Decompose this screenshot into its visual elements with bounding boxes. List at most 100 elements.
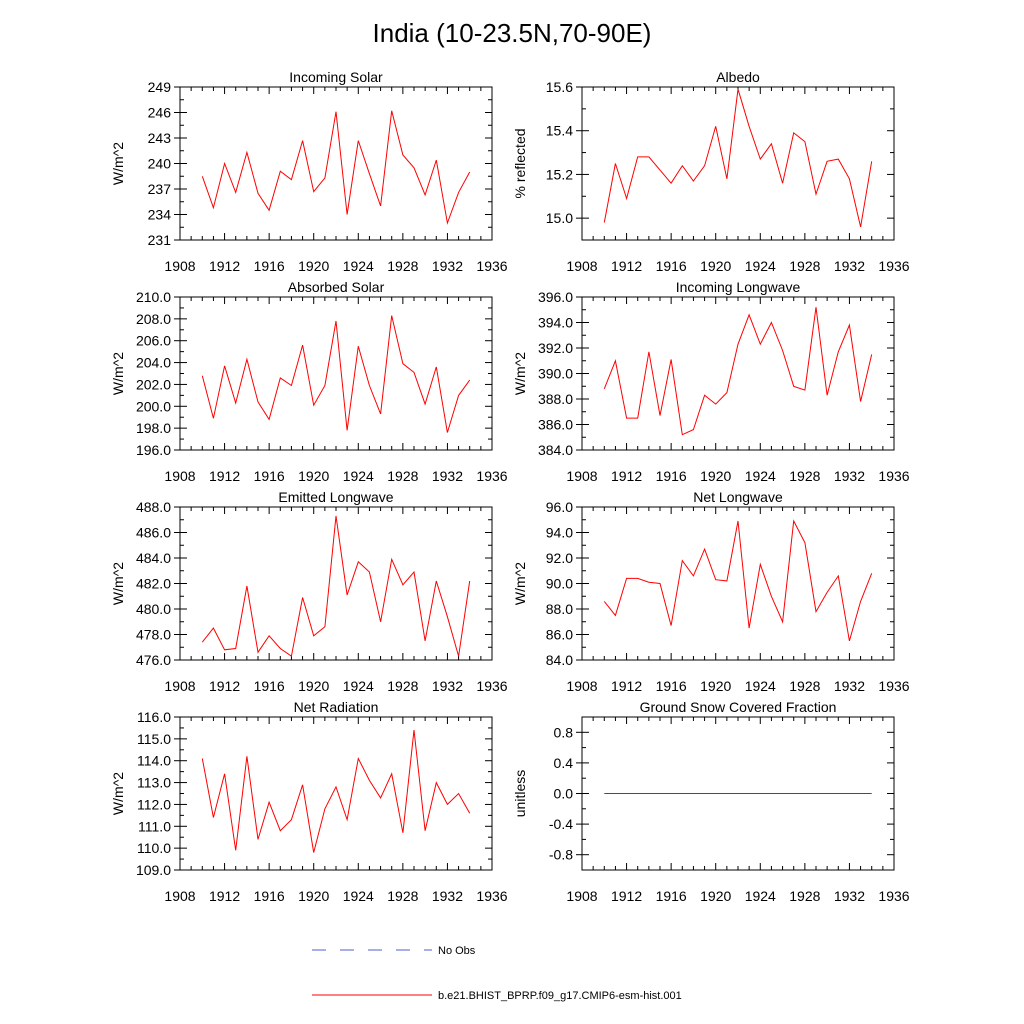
x-tick-label: 1920 [700,258,731,274]
x-tick-label: 1936 [476,468,507,484]
y-tick-label: 15.6 [546,79,573,95]
y-tick-label: 0.8 [554,724,574,740]
x-tick-label: 1920 [298,888,329,904]
chart-panel: Net Longwave 1908 1912 1916 1920 1924 1928 1932… [512,489,910,694]
y-axis-label: unitless [512,770,528,817]
x-tick-label: 1916 [656,468,687,484]
x-tick-label: 1920 [700,678,731,694]
panel-title: Ground Snow Covered Fraction [640,699,837,715]
x-tick-label: 1908 [164,678,195,694]
x-tick-label: 1924 [745,468,776,484]
x-tick-label: 1912 [611,888,642,904]
x-tick-label: 1920 [298,678,329,694]
panel-title: Incoming Longwave [676,279,801,295]
y-tick-label: 15.2 [546,166,573,182]
y-tick-label: 394.0 [538,315,573,331]
y-tick-label: 392.0 [538,340,573,356]
x-tick-label: 1924 [343,888,374,904]
y-tick-label: 92.0 [546,550,573,566]
series-line [603,307,873,436]
panels: Incoming Solar 1908 1912 1916 1920 1924 1928 19… [110,69,910,904]
x-tick-label: 1908 [566,468,597,484]
x-tick-label: 1912 [611,468,642,484]
chart-panel: Albedo 1908 1912 1916 1920 1924 1928 1932 1936 15… [512,69,910,274]
y-tick-label: 84.0 [546,652,573,668]
y-tick-label: 231 [148,232,172,248]
legend-obs-label: No Obs [438,945,476,957]
x-tick-label: 1928 [387,468,418,484]
series-line [201,515,471,658]
x-tick-label: 1912 [611,258,642,274]
y-tick-label: 237 [148,181,172,197]
y-tick-label: 388.0 [538,391,573,407]
y-tick-label: 386.0 [538,417,573,433]
y-tick-label: 112.0 [137,796,171,812]
x-tick-label: 1908 [566,258,597,274]
x-tick-label: 1916 [656,258,687,274]
y-tick-label: 90.0 [546,576,573,592]
panel-title: Emitted Longwave [278,489,393,505]
x-tick-label: 1908 [566,678,597,694]
y-tick-label: 204.0 [136,355,171,371]
x-tick-label: 1928 [789,888,820,904]
x-tick-label: 1928 [387,678,418,694]
x-tick-label: 1936 [878,678,909,694]
chart-panel: Incoming Longwave 1908 1912 1916 1920 1924 192… [512,279,910,484]
x-tick-label: 1936 [476,678,507,694]
chart-panel: Emitted Longwave 1908 1912 1916 1920 1924 1928… [110,489,508,694]
x-tick-label: 1932 [432,468,463,484]
x-tick-label: 1932 [834,888,865,904]
y-tick-label: 240 [148,156,172,172]
x-tick-label: 1928 [387,258,418,274]
panel-title: Incoming Solar [289,69,383,85]
y-tick-label: 94.0 [546,525,573,541]
y-tick-label: 234 [148,207,172,223]
y-tick-label: 480.0 [136,601,171,617]
y-tick-label: 198.0 [136,420,171,436]
series-line [603,519,873,642]
figure-title: India (10-23.5N,70-90E) [373,18,652,48]
x-tick-label: 1932 [834,678,865,694]
y-tick-label: 96.0 [546,499,573,515]
y-tick-label: 86.0 [546,627,573,643]
chart-panel: Net Radiation 1908 1912 1916 1920 1924 1928 193… [110,699,508,904]
x-tick-label: 1908 [164,258,195,274]
x-tick-label: 1936 [476,888,507,904]
x-tick-label: 1912 [209,888,240,904]
y-tick-label: 488.0 [136,499,171,515]
x-tick-label: 1936 [878,888,909,904]
chart-panel: Ground Snow Covered Fraction 1908 1912 1916… [512,699,910,904]
y-tick-label: 200.0 [136,398,171,414]
y-tick-label: 202.0 [136,376,171,392]
y-tick-label: 88.0 [546,601,573,617]
y-axis-label: W/m^2 [110,142,126,185]
plot-frame [179,506,493,661]
y-tick-label: 15.4 [546,123,573,139]
plot-frame [581,296,895,451]
x-tick-label: 1928 [789,678,820,694]
y-tick-label: 15.0 [546,210,573,226]
y-tick-label: 476.0 [136,652,171,668]
y-axis-label: W/m^2 [110,772,126,815]
chart-panel: Absorbed Solar 1908 1912 1916 1920 1924 1928 19… [110,279,508,484]
x-tick-label: 1916 [254,468,285,484]
y-tick-label: 196.0 [136,442,171,458]
y-tick-label: 116.0 [137,709,171,725]
x-tick-label: 1936 [878,258,909,274]
y-tick-label: -0.4 [549,816,573,832]
x-tick-label: 1916 [656,678,687,694]
x-tick-label: 1932 [432,888,463,904]
y-axis-label: W/m^2 [110,562,126,605]
panel-title: Net Longwave [693,489,783,505]
x-tick-label: 1936 [476,258,507,274]
y-tick-label: 208.0 [136,311,171,327]
y-tick-label: 210.0 [136,289,171,305]
y-tick-label: 246 [148,105,172,121]
panel-title: Albedo [716,69,760,85]
x-tick-label: 1912 [209,678,240,694]
x-tick-label: 1920 [298,258,329,274]
x-tick-label: 1924 [343,468,374,484]
y-tick-label: 390.0 [538,366,573,382]
series-line [201,730,471,853]
